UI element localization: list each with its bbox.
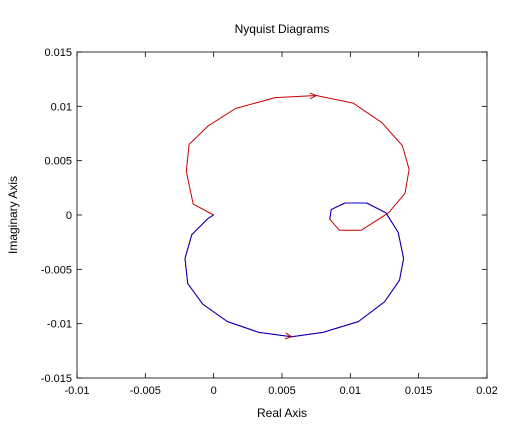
- direction-arrow: [309, 92, 318, 100]
- axis-ticks: -0.01 -0.005 0 0.005 0.01 0.015 0.02 0.015 0.01 0…: [41, 47, 498, 397]
- series-layer: [184, 95, 410, 338]
- y-axis-label: Imaginary Axis: [6, 176, 20, 254]
- y-tick-label: -0.005: [41, 264, 72, 276]
- x-tick-label: 0: [211, 385, 217, 397]
- y-tick-label: 0.015: [44, 47, 72, 59]
- x-tick-label: 0.02: [476, 385, 497, 397]
- x-tick-label: 0.015: [405, 385, 433, 397]
- x-tick-label: 0.01: [340, 385, 361, 397]
- y-tick-label: 0: [66, 210, 72, 222]
- x-tick-label: 0.005: [268, 385, 296, 397]
- series-line-2: [184, 202, 405, 338]
- y-tick-label: 0.01: [51, 101, 72, 113]
- y-tick-label: 0.005: [44, 156, 72, 168]
- chart-title: Nyquist Diagrams: [235, 22, 330, 36]
- y-tick-label: -0.015: [41, 373, 72, 385]
- direction-arrow: [284, 332, 293, 340]
- x-tick-label: -0.01: [64, 385, 89, 397]
- direction-arrows: [284, 92, 318, 340]
- y-tick-label: -0.01: [47, 319, 72, 331]
- x-axis-label: Real Axis: [257, 406, 307, 420]
- x-tick-label: -0.005: [130, 385, 161, 397]
- plot-area: [76, 51, 488, 379]
